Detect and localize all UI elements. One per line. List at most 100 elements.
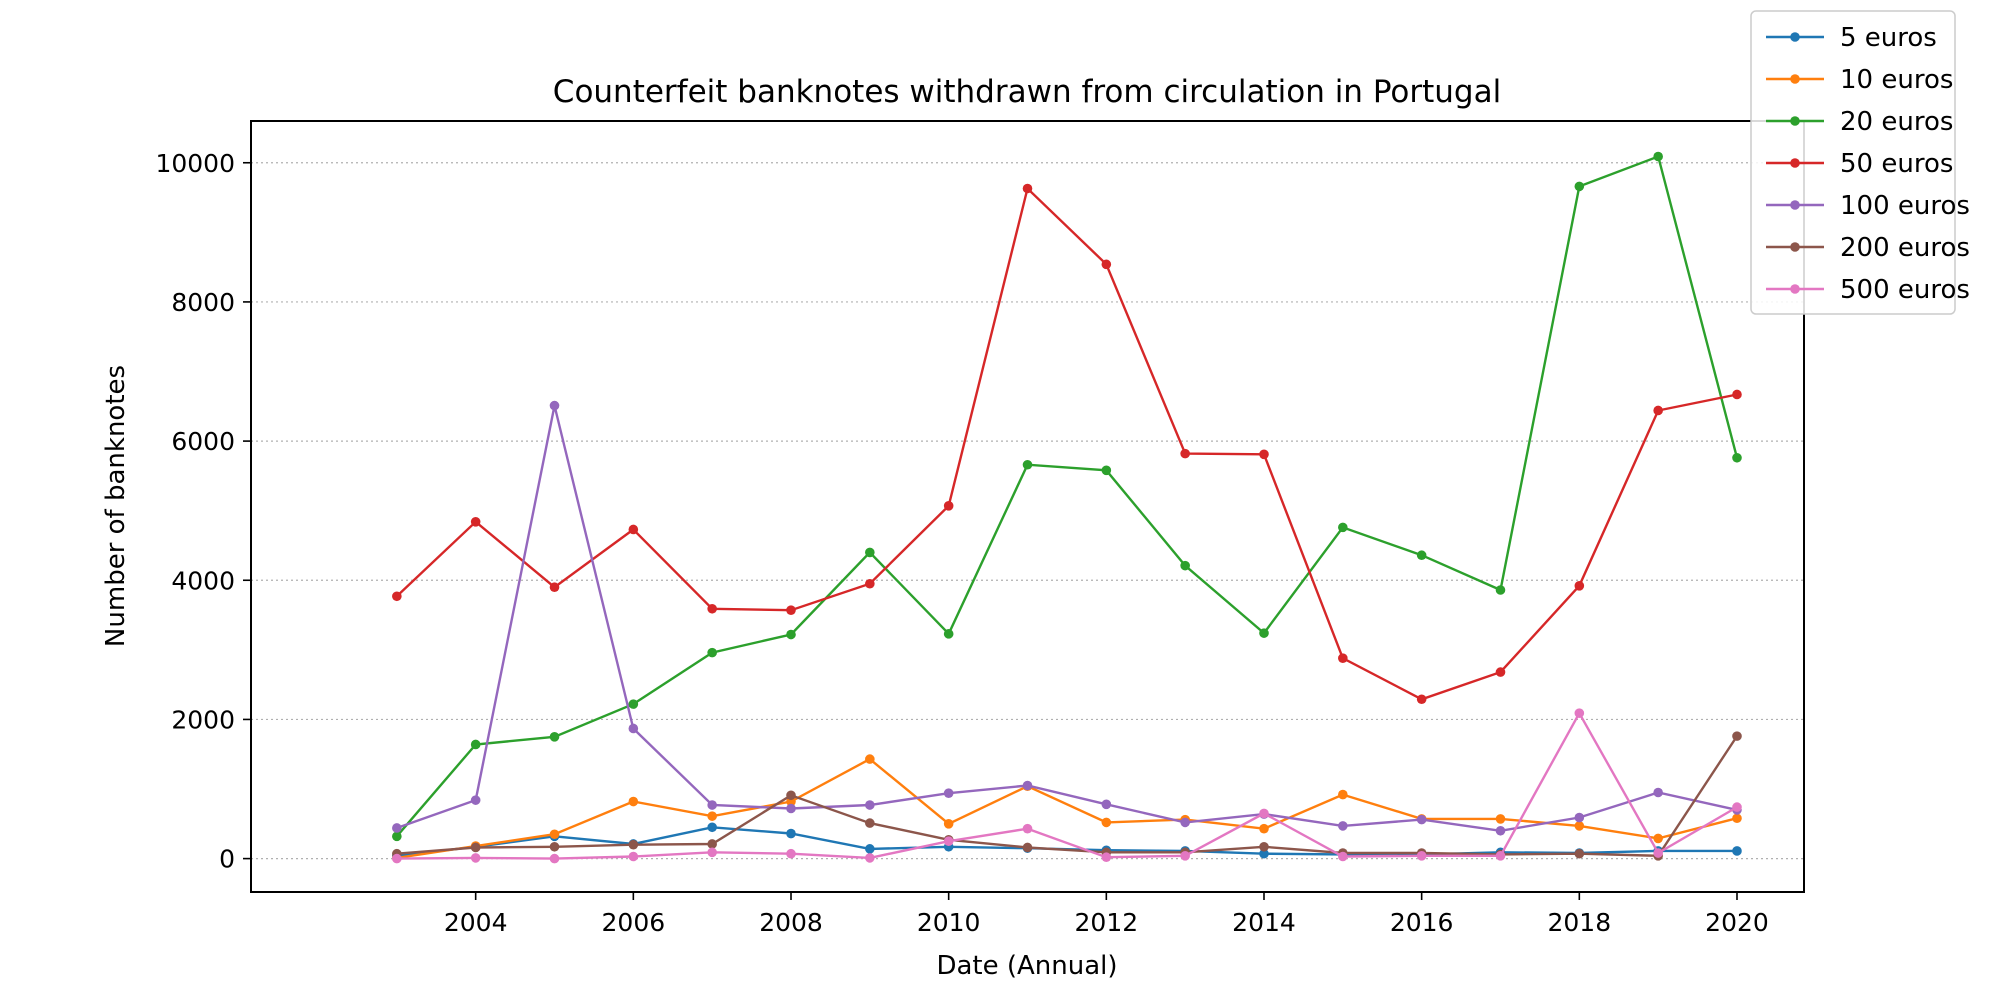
data-point [865, 754, 875, 764]
legend-label: 50 euros [1840, 149, 1953, 179]
data-point [943, 629, 954, 639]
legend-item: 20 euros [1766, 107, 1953, 137]
series-line [396, 735, 1739, 858]
series-line [396, 757, 1738, 860]
data-point [1495, 814, 1506, 824]
data-point [392, 823, 402, 833]
data-point [549, 841, 560, 852]
data-point [1180, 448, 1190, 459]
data-point [786, 828, 796, 839]
data-point [1338, 851, 1348, 862]
x-tick-label: 2010 [917, 908, 981, 937]
data-point [1180, 817, 1190, 828]
data-point [865, 547, 875, 558]
legend-item: 5 euros [1766, 23, 1937, 53]
data-point [1259, 449, 1269, 460]
data-point [707, 847, 717, 858]
data-point [1101, 799, 1112, 810]
data-point [1416, 851, 1427, 861]
data-point [1653, 787, 1663, 798]
data-point [1653, 833, 1663, 844]
data-point [1732, 452, 1742, 463]
data-point [707, 811, 717, 821]
data-point [392, 831, 402, 842]
data-point [1574, 821, 1585, 831]
x-tick-label: 2014 [1232, 908, 1296, 937]
data-point [1732, 846, 1742, 856]
data-point [1732, 731, 1742, 741]
legend-label: 5 euros [1840, 23, 1937, 53]
data-point [1022, 183, 1033, 194]
data-point [786, 605, 796, 615]
series-line [395, 186, 1738, 701]
legend-label: 500 euros [1840, 275, 1970, 305]
data-point [786, 803, 796, 814]
legend: 5 euros 10 euros 20 euros 50 euros 100 euros… [1750, 10, 1970, 315]
data-point [865, 853, 875, 863]
data-point [628, 524, 639, 535]
y-axis-label: Number of banknotes [101, 365, 131, 647]
data-point [628, 851, 639, 862]
data-point [628, 839, 639, 850]
series-500-euros [392, 708, 1742, 864]
data-point [707, 839, 717, 849]
y-tick-label: 6000 [171, 427, 235, 456]
data-point [1022, 780, 1033, 791]
x-tick-label: 2020 [1705, 908, 1769, 937]
data-point [1732, 389, 1742, 400]
legend-swatch-marker [1790, 116, 1800, 126]
axis-ticks: 0 2000 4000 6000 8000 10000 2004 2006 2008 2010 20… [155, 149, 1768, 937]
data-point [628, 796, 639, 807]
x-tick-label: 2004 [444, 908, 508, 937]
data-point [865, 578, 875, 589]
x-tick-label: 2012 [1075, 908, 1139, 937]
data-point [392, 591, 402, 602]
chart-title: Counterfeit banknotes withdrawn from cir… [553, 74, 1501, 110]
plot-frame [250, 120, 1805, 893]
data-point [943, 836, 954, 847]
legend-swatch-marker [1790, 32, 1800, 42]
legend-swatch-marker [1790, 242, 1800, 252]
data-point [865, 844, 875, 854]
x-tick-label: 2018 [1548, 908, 1612, 937]
data-point [1022, 842, 1033, 853]
legend-label: 100 euros [1840, 191, 1970, 221]
y-tick-label: 2000 [171, 705, 235, 734]
data-point [549, 400, 560, 411]
data-point [1574, 708, 1585, 718]
data-point [1022, 459, 1033, 470]
data-point [1180, 851, 1190, 861]
legend-item: 10 euros [1766, 65, 1953, 95]
data-point [470, 739, 481, 750]
data-point [943, 501, 954, 511]
data-point [1180, 560, 1190, 571]
x-tick-label: 2008 [759, 908, 823, 937]
legend-label: 20 euros [1840, 107, 1953, 137]
data-point [1653, 405, 1663, 416]
data-point [1495, 851, 1506, 861]
data-point [1022, 823, 1033, 834]
legend-swatch-marker [1790, 200, 1800, 210]
data-point [1338, 789, 1348, 800]
data-point [1732, 802, 1742, 812]
data-point [1495, 667, 1506, 677]
data-point [470, 853, 481, 863]
legend-swatch-marker [1790, 158, 1800, 168]
data-point [392, 853, 402, 864]
data-point [1416, 814, 1427, 825]
data-point [549, 732, 560, 742]
data-point [1101, 817, 1112, 828]
data-point [1338, 653, 1348, 663]
data-point [786, 629, 796, 640]
data-point [549, 829, 560, 840]
legend-swatch-marker [1790, 74, 1800, 84]
series-line [396, 405, 1738, 833]
y-tick-label: 0 [219, 845, 235, 874]
data-point [1416, 694, 1427, 705]
series-20-euros [392, 151, 1742, 842]
data-point [1653, 151, 1663, 162]
data-point [1101, 852, 1112, 863]
x-axis-label: Date (Annual) [936, 951, 1117, 981]
data-point [786, 790, 796, 801]
